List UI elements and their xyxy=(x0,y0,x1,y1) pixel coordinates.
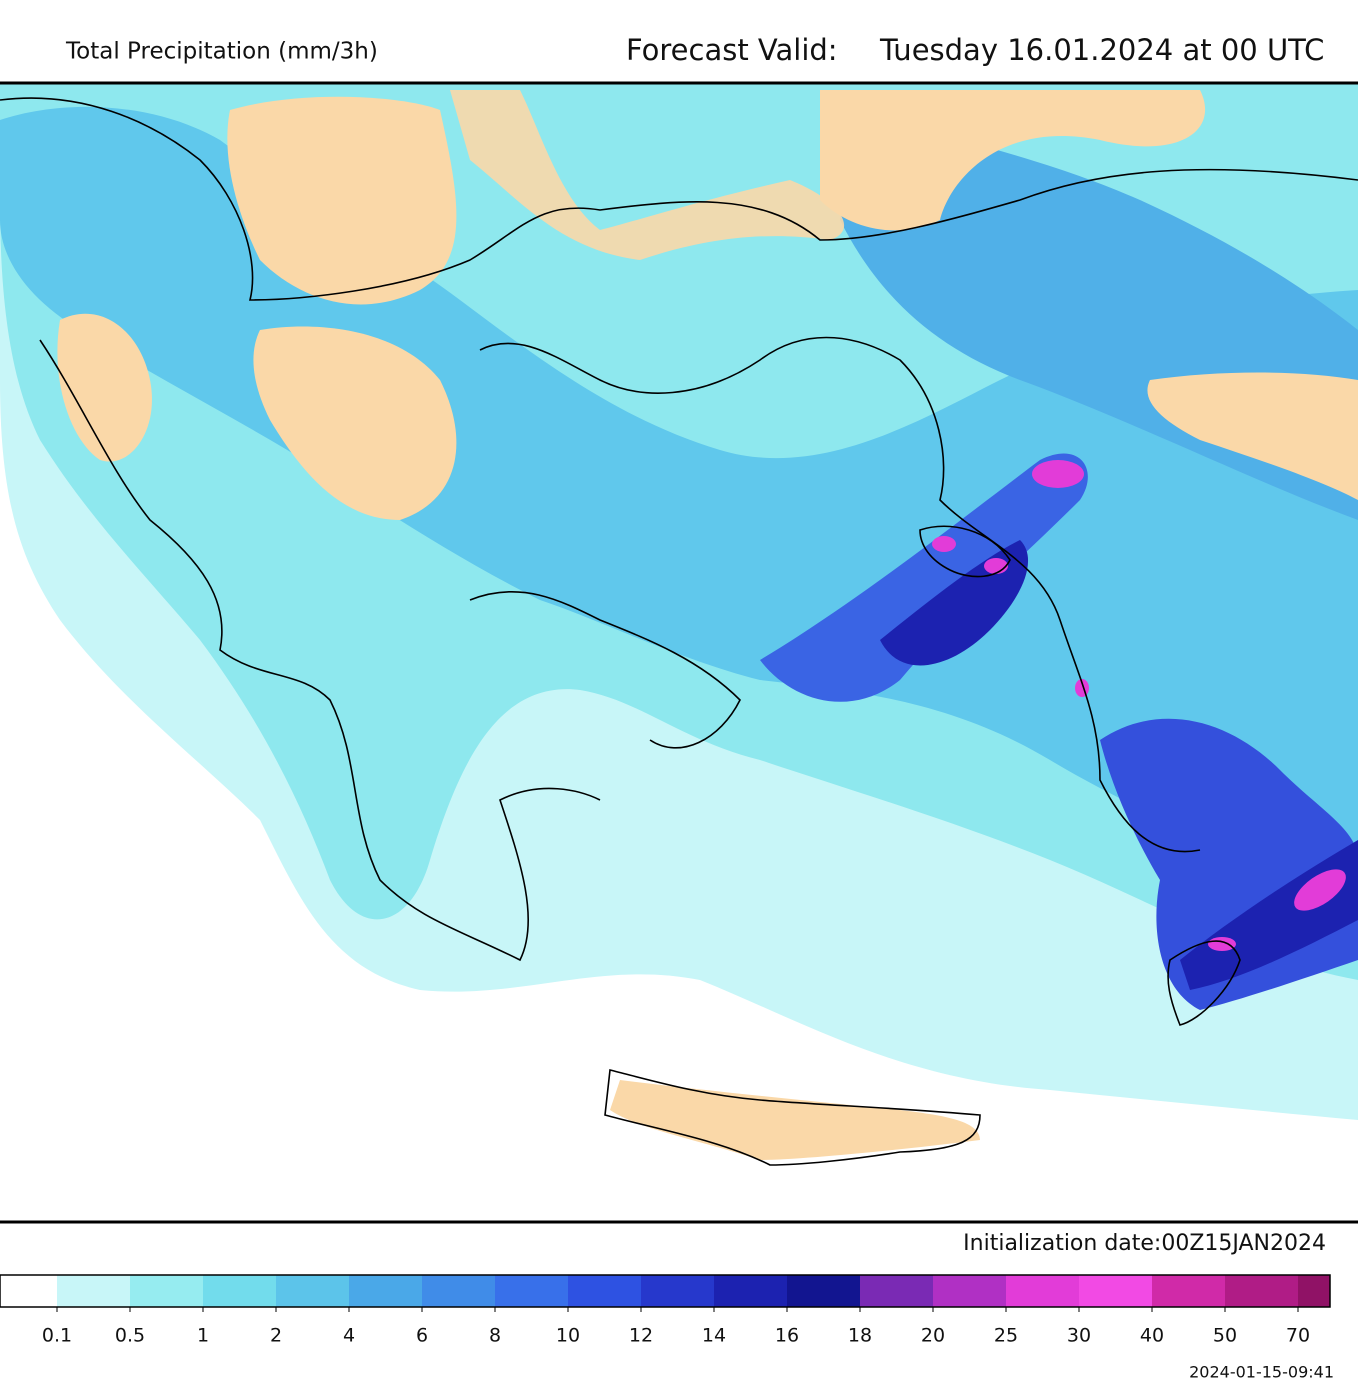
legend-frame xyxy=(0,1274,1331,1308)
legend-swatch xyxy=(568,1275,641,1307)
legend-swatch xyxy=(641,1275,714,1307)
legend-label: 12 xyxy=(629,1325,653,1347)
legend-label: 1 xyxy=(197,1325,209,1347)
legend-swatch xyxy=(1225,1275,1298,1307)
legend-swatch xyxy=(933,1275,1006,1307)
legend-label: 50 xyxy=(1213,1325,1237,1347)
legend-label: 6 xyxy=(416,1325,428,1347)
legend-swatch xyxy=(57,1275,130,1307)
timestamp: 2024-01-15-09:41 xyxy=(1189,1363,1334,1382)
legend-label: 14 xyxy=(702,1325,726,1347)
legend-swatch xyxy=(1079,1275,1152,1307)
legend-label: 4 xyxy=(343,1325,355,1347)
legend-swatch xyxy=(0,1275,57,1307)
legend-swatch xyxy=(1006,1275,1079,1307)
legend-swatch xyxy=(349,1275,422,1307)
colorbar: 0.1 0.5 1 2 4 6 8 10 12 14 16 18 20 25 30 40 50 70 xyxy=(0,1274,1331,1347)
legend-label: 30 xyxy=(1067,1325,1091,1347)
legend-label: 0.1 xyxy=(42,1325,72,1347)
initialization-date: Initialization date:00Z15JAN2024 xyxy=(963,1231,1326,1256)
legend-swatch xyxy=(130,1275,203,1307)
map xyxy=(0,81,1358,1224)
legend-swatch xyxy=(714,1275,787,1307)
legend-label: 10 xyxy=(556,1325,580,1347)
legend-swatch xyxy=(787,1275,860,1307)
legend-label: 0.5 xyxy=(115,1325,145,1347)
legend-swatch xyxy=(495,1275,568,1307)
legend-label: 2 xyxy=(270,1325,282,1347)
legend-label: 16 xyxy=(775,1325,799,1347)
legend-swatch xyxy=(1298,1275,1330,1307)
legend-swatch xyxy=(276,1275,349,1307)
valid-label: Forecast Valid: xyxy=(626,33,838,67)
legend-label: 25 xyxy=(994,1325,1018,1347)
legend-swatch xyxy=(1152,1275,1225,1307)
legend-swatch xyxy=(422,1275,495,1307)
legend-label: 40 xyxy=(1140,1325,1164,1347)
legend-label: 18 xyxy=(848,1325,872,1347)
title: Total Precipitation (mm/3h) xyxy=(65,39,378,65)
legend-label: 70 xyxy=(1286,1325,1310,1347)
valid-time: Tuesday 16.01.2024 at 00 UTC xyxy=(879,33,1324,67)
legend-label: 8 xyxy=(489,1325,501,1347)
legend-label: 20 xyxy=(921,1325,945,1347)
legend-swatch xyxy=(860,1275,933,1307)
legend-swatch xyxy=(203,1275,276,1307)
